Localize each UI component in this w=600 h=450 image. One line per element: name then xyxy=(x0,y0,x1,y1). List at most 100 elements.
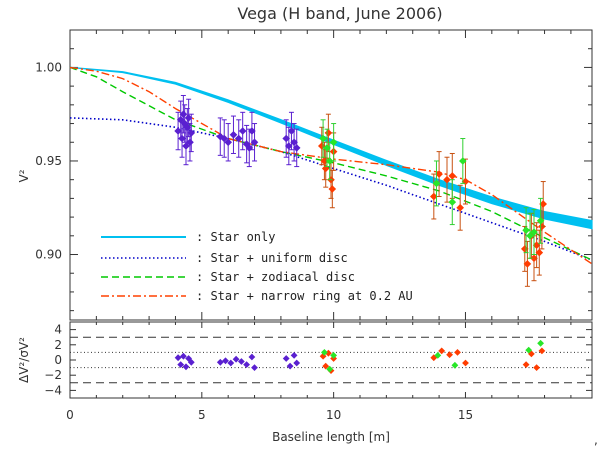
data-point xyxy=(324,129,333,137)
data-point xyxy=(539,200,547,208)
residual-point xyxy=(174,354,182,362)
curve-dashed xyxy=(69,66,593,261)
data-point xyxy=(448,172,457,180)
residual-point xyxy=(182,363,190,371)
y-tick-label: 0.95 xyxy=(35,154,62,168)
residual-point xyxy=(454,349,461,356)
data-point xyxy=(536,217,545,225)
residual-point xyxy=(537,339,544,347)
y-tick-label: 1.00 xyxy=(35,60,62,74)
residual-point xyxy=(251,364,258,371)
data-point xyxy=(521,245,529,253)
residual-point xyxy=(533,364,540,371)
residual-plot-frame xyxy=(69,321,593,399)
curve-star-only xyxy=(69,66,593,230)
residual-point xyxy=(238,358,245,365)
data-point xyxy=(530,228,538,236)
residual-point xyxy=(330,352,337,359)
data-point xyxy=(287,127,296,135)
x-ticks: 0 5 10 15 xyxy=(66,30,572,422)
model-curves xyxy=(69,66,593,265)
legend: : Star only : Star + uniform disc : Star +… xyxy=(101,230,413,303)
curve-dashdot xyxy=(69,66,593,265)
data-point xyxy=(456,203,464,212)
data-point xyxy=(285,142,293,150)
residual-y-tick-label: 4 xyxy=(54,323,62,337)
residual-point xyxy=(438,347,446,355)
data-point xyxy=(245,144,254,152)
main-y-ticks: 0.90 0.95 1.00 xyxy=(35,48,592,312)
data-point xyxy=(319,134,327,143)
data-point xyxy=(282,134,290,143)
data-point xyxy=(325,157,334,165)
residual-plot: 420−2−4 xyxy=(44,321,593,399)
data-point xyxy=(328,185,337,193)
y-tick-label: 0.90 xyxy=(35,248,62,262)
data-point xyxy=(432,179,441,188)
x-tick-label: 0 xyxy=(66,408,74,422)
data-point xyxy=(186,138,194,147)
data-point xyxy=(535,248,544,257)
residual-point xyxy=(293,359,301,367)
data-point xyxy=(532,241,541,249)
data-point xyxy=(238,127,247,135)
legend-entry: : Star + zodiacal disc xyxy=(196,270,355,284)
residual-point xyxy=(180,352,187,360)
data-point xyxy=(184,114,193,122)
residual-point xyxy=(282,355,290,362)
residual-y-tick-label: 0 xyxy=(54,353,62,367)
data-point xyxy=(320,157,329,165)
data-point xyxy=(329,138,338,147)
data-point xyxy=(178,134,186,143)
data-point xyxy=(459,157,467,165)
residual-point xyxy=(446,351,453,359)
curve-dotted xyxy=(69,117,593,261)
main-plot: 0.90 0.95 1.00 : Star only : Star + uniform… xyxy=(35,29,593,321)
residual-point xyxy=(232,355,240,363)
residual-y-ticks: 420−2−4 xyxy=(44,323,592,397)
residuals xyxy=(174,339,546,374)
chart-title: Vega (H band, June 2006) xyxy=(237,4,442,23)
data-point xyxy=(290,138,298,147)
data-point xyxy=(323,144,331,152)
data-point xyxy=(250,138,259,147)
legend-entry: : Star only xyxy=(196,230,275,244)
residual-point xyxy=(322,362,330,370)
residual-point xyxy=(525,346,533,354)
residual-point xyxy=(248,353,256,361)
data-point xyxy=(220,134,228,143)
data-point xyxy=(187,129,196,137)
residual-point xyxy=(522,361,530,368)
residual-point xyxy=(451,361,459,369)
data-point xyxy=(183,123,192,132)
residual-reference-lines xyxy=(70,336,592,384)
data-point xyxy=(435,170,443,178)
data-point xyxy=(229,131,238,139)
residual-y-axis-label: ΔV²/σV² xyxy=(17,337,31,383)
residual-point xyxy=(222,357,229,365)
residual-y-tick-label: −2 xyxy=(44,368,62,382)
data-point xyxy=(318,142,326,150)
data-point xyxy=(430,192,438,201)
data-point xyxy=(179,110,188,118)
residual-point xyxy=(290,352,298,359)
x-tick-label: 10 xyxy=(326,408,341,422)
residual-point xyxy=(187,358,195,366)
data-point xyxy=(523,260,532,268)
x-axis-label: Baseline length [m] xyxy=(272,430,390,444)
residual-point xyxy=(177,361,185,368)
data-point xyxy=(180,119,189,128)
residual-point xyxy=(326,365,334,373)
legend-entry: : Star + narrow ring at 0.2 AU xyxy=(196,289,413,303)
data-point xyxy=(448,198,457,206)
residual-y-tick-label: 2 xyxy=(54,338,62,352)
data-point xyxy=(224,138,232,147)
residual-point xyxy=(321,349,328,356)
data-point xyxy=(174,127,182,135)
data-point xyxy=(321,164,330,173)
residual-point xyxy=(243,361,250,368)
data-point xyxy=(248,127,256,135)
x-tick-label: 5 xyxy=(198,408,206,422)
residual-point xyxy=(434,352,442,359)
legend-entry: : Star + uniform disc xyxy=(196,251,348,265)
